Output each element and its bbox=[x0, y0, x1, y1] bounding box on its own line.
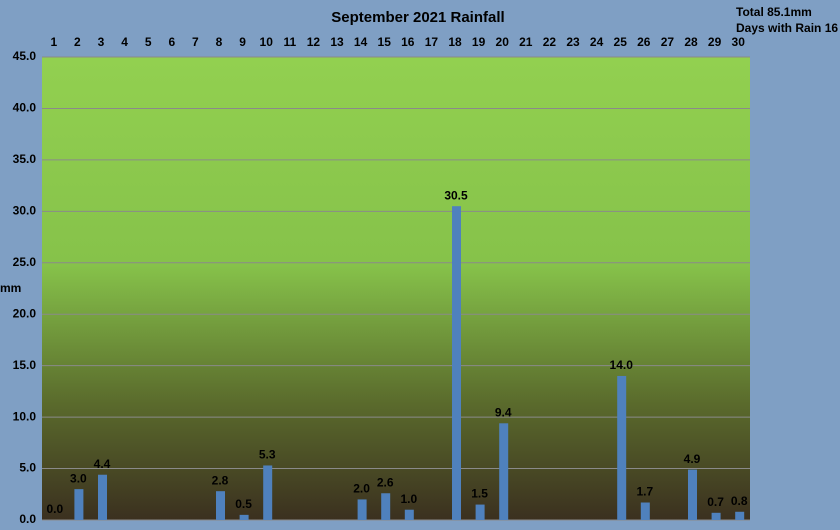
bar bbox=[216, 491, 225, 520]
x-tick-label: 30 bbox=[732, 35, 746, 49]
x-tick-label: 28 bbox=[684, 35, 698, 49]
bar bbox=[239, 514, 249, 520]
x-tick-label: 11 bbox=[283, 35, 296, 49]
x-tick-label: 9 bbox=[239, 35, 246, 49]
x-tick-label: 14 bbox=[354, 35, 368, 49]
value-label: 2.8 bbox=[212, 473, 229, 487]
value-label: 4.9 bbox=[684, 452, 701, 466]
plot-area bbox=[42, 57, 750, 520]
x-tick-label: 2 bbox=[74, 35, 81, 49]
y-tick-label: 45.0 bbox=[13, 49, 37, 63]
bar bbox=[74, 489, 84, 520]
x-tick-label: 4 bbox=[121, 35, 128, 49]
bar bbox=[452, 206, 461, 520]
x-tick-label: 16 bbox=[401, 35, 415, 49]
value-label: 3.0 bbox=[70, 471, 87, 485]
y-tick-label: 40.0 bbox=[13, 101, 37, 115]
y-tick-label: 30.0 bbox=[13, 204, 37, 218]
x-tick-label: 15 bbox=[378, 35, 392, 49]
x-tick-label: 7 bbox=[192, 35, 199, 49]
x-tick-label: 20 bbox=[496, 35, 510, 49]
annotation: Days with Rain 16 bbox=[736, 21, 838, 35]
chart-title: September 2021 Rainfall bbox=[331, 9, 504, 26]
annotation: Total 85.1mm bbox=[736, 5, 812, 19]
bar bbox=[475, 504, 485, 520]
bar bbox=[381, 493, 391, 520]
bar bbox=[98, 474, 107, 520]
bar bbox=[640, 502, 650, 520]
value-label: 0.8 bbox=[731, 494, 748, 508]
x-tick-label: 25 bbox=[614, 35, 628, 49]
x-tick-label: 26 bbox=[637, 35, 651, 49]
bar bbox=[617, 375, 627, 520]
y-tick-label: 5.0 bbox=[19, 461, 36, 475]
x-tick-label: 6 bbox=[168, 35, 175, 49]
value-label: 1.7 bbox=[636, 485, 653, 499]
value-label: 14.0 bbox=[610, 358, 634, 372]
x-tick-label: 3 bbox=[98, 35, 105, 49]
value-label: 4.4 bbox=[94, 457, 111, 471]
y-tick-label: 35.0 bbox=[13, 152, 37, 166]
x-tick-label: 19 bbox=[472, 35, 486, 49]
value-label: 1.5 bbox=[471, 487, 488, 501]
value-label: 2.0 bbox=[353, 482, 370, 496]
x-tick-label: 13 bbox=[330, 35, 344, 49]
x-tick-label: 1 bbox=[50, 35, 57, 49]
x-tick-label: 8 bbox=[216, 35, 223, 49]
x-tick-label: 17 bbox=[425, 35, 439, 49]
x-tick-label: 10 bbox=[260, 35, 274, 49]
value-label: 0.0 bbox=[46, 502, 63, 516]
bar bbox=[711, 512, 721, 520]
bar bbox=[404, 509, 414, 520]
x-tick-label: 29 bbox=[708, 35, 722, 49]
bar bbox=[263, 465, 273, 520]
y-tick-label: 0.0 bbox=[19, 512, 36, 526]
x-tick-label: 21 bbox=[519, 35, 533, 49]
x-tick-label: 22 bbox=[543, 35, 557, 49]
y-tick-label: 25.0 bbox=[13, 255, 37, 269]
bar bbox=[735, 511, 745, 520]
value-label: 30.5 bbox=[444, 188, 468, 202]
value-label: 2.6 bbox=[377, 475, 394, 489]
x-tick-label: 27 bbox=[661, 35, 675, 49]
y-tick-label: 10.0 bbox=[13, 409, 37, 423]
value-label: 0.7 bbox=[707, 495, 724, 509]
value-label: 0.5 bbox=[235, 497, 252, 511]
value-label: 1.0 bbox=[400, 492, 417, 506]
x-tick-label: 5 bbox=[145, 35, 152, 49]
bar bbox=[357, 499, 367, 520]
value-label: 9.4 bbox=[495, 405, 512, 419]
x-tick-label: 18 bbox=[448, 35, 462, 49]
bar bbox=[688, 469, 697, 520]
x-tick-label: 12 bbox=[307, 35, 321, 49]
y-axis-label: mm bbox=[0, 281, 21, 295]
x-tick-label: 24 bbox=[590, 35, 604, 49]
value-label: 5.3 bbox=[259, 448, 276, 462]
y-tick-label: 20.0 bbox=[13, 306, 37, 320]
x-tick-label: 23 bbox=[566, 35, 580, 49]
y-tick-label: 15.0 bbox=[13, 358, 37, 372]
bar bbox=[499, 423, 509, 520]
